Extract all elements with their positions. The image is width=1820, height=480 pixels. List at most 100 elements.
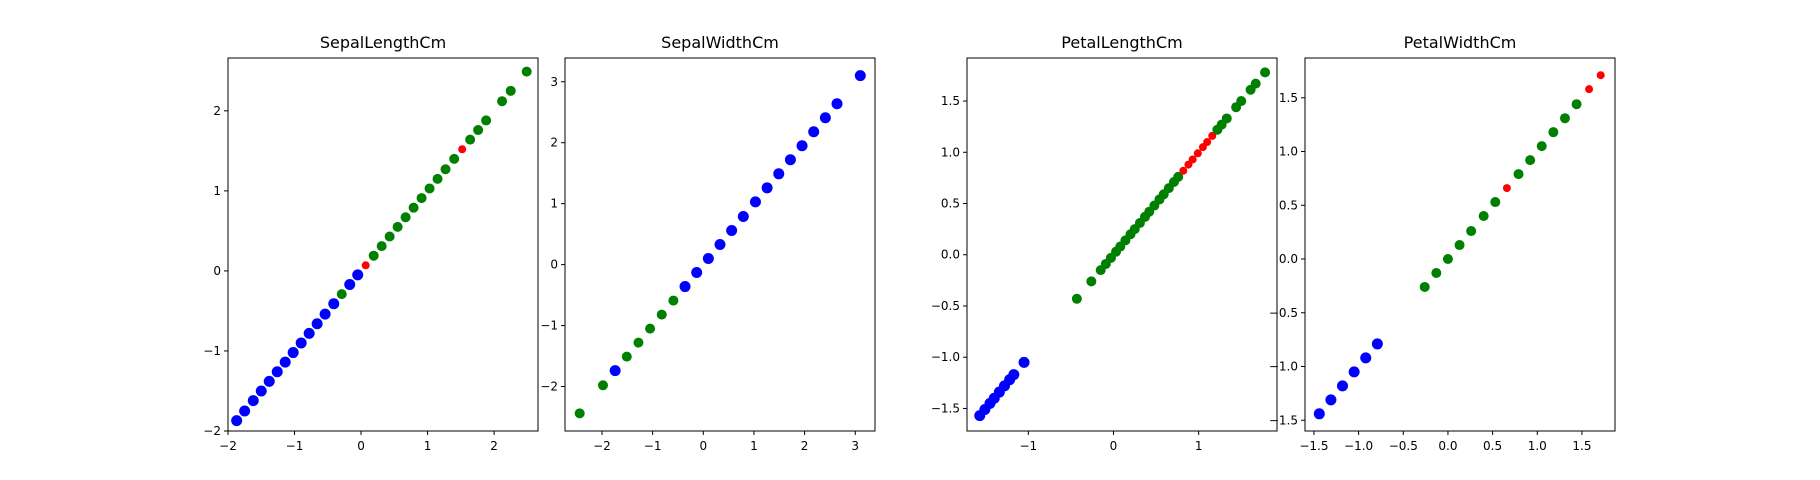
y-tick-label: 0: [550, 258, 558, 272]
y-tick-label: 3: [550, 75, 558, 89]
data-point: [1548, 127, 1559, 138]
data-point: [279, 356, 291, 368]
x-tick-label: −1: [286, 439, 304, 453]
data-point: [1559, 113, 1570, 124]
data-point: [691, 267, 703, 279]
y-tick-label: 0: [213, 264, 221, 278]
data-point: [361, 261, 370, 270]
data-point: [1525, 155, 1536, 166]
data-point: [449, 153, 460, 164]
data-point: [668, 295, 679, 306]
data-point: [319, 308, 331, 320]
data-point: [1086, 276, 1097, 287]
subplot-2: SepalWidthCm −2 −1 0 1 2 3 −2 −1 0 1 2 3: [540, 33, 876, 453]
data-point: [633, 337, 644, 348]
y-tick-label: −1.0: [931, 350, 960, 364]
data-point: [1260, 67, 1271, 78]
x-tick-label: 3: [851, 439, 859, 453]
subplot-title: PetalLengthCm: [1061, 33, 1182, 52]
data-point: [303, 327, 315, 339]
data-point: [1571, 99, 1582, 110]
y-tick-label: −0.5: [1269, 306, 1298, 320]
data-point: [702, 253, 714, 265]
data-point: [263, 375, 275, 387]
subplot-title: SepalLengthCm: [320, 33, 446, 52]
plot-frame: [227, 57, 539, 432]
y-tick-label: −0.5: [931, 299, 960, 313]
data-point: [521, 66, 532, 77]
y-tick-label: −2: [203, 424, 221, 438]
data-point: [352, 269, 364, 281]
data-point: [1478, 211, 1489, 222]
x-tick-label: 1: [750, 439, 758, 453]
x-tick-label: 0.0: [1438, 439, 1457, 453]
data-point: [311, 318, 323, 330]
subplot-title: PetalWidthCm: [1404, 33, 1517, 52]
x-tick-label: −0.5: [1389, 439, 1418, 453]
data-point: [1193, 149, 1202, 158]
data-point: [408, 202, 419, 213]
data-point: [497, 96, 508, 107]
data-point: [247, 395, 259, 407]
data-point: [1008, 369, 1020, 381]
data-point: [231, 415, 243, 427]
y-tick-label: 0.5: [1279, 198, 1298, 212]
y-tick-label: −1: [203, 344, 221, 358]
data-point: [1348, 366, 1360, 378]
subplot-3: PetalLengthCm −1 0 1 −1.5 −1.0 −0.5 0.0 0.5 1.0 1.…: [931, 33, 1278, 453]
y-tick-label: 1.0: [941, 145, 960, 159]
y-tick-label: −1.5: [1269, 413, 1298, 427]
data-point: [726, 224, 738, 236]
data-point: [473, 125, 484, 136]
subplot-4: PetalWidthCm −1.5 −1.0 −0.5 0.0 0.5 1.0 1.5 −1.5…: [1269, 33, 1616, 453]
data-point: [1173, 171, 1184, 182]
data-point: [1337, 380, 1349, 392]
y-tick-label: −1.5: [931, 401, 960, 415]
y-tick-label: −1.0: [1269, 360, 1298, 374]
y-tick-label: 0.5: [941, 197, 960, 211]
data-point: [854, 70, 866, 82]
data-point: [458, 145, 467, 154]
plot-frame: [1304, 57, 1616, 432]
x-tick-label: 0.5: [1483, 439, 1502, 453]
data-point: [328, 298, 340, 310]
data-point: [819, 112, 831, 124]
data-point: [749, 196, 761, 208]
data-point: [336, 289, 347, 300]
data-point: [1371, 338, 1383, 350]
x-tick-label: 2: [490, 439, 498, 453]
x-tick-label: 1.5: [1572, 439, 1591, 453]
subplot-title: SepalWidthCm: [661, 33, 779, 52]
data-point: [392, 221, 403, 232]
x-tick-label: −2: [593, 439, 611, 453]
data-point: [609, 365, 621, 377]
x-tick-label: −1.5: [1299, 439, 1328, 453]
data-point: [1360, 352, 1372, 364]
y-tick-label: 0.0: [1279, 252, 1298, 266]
data-point: [1419, 281, 1430, 292]
data-point: [761, 182, 773, 194]
data-points: [974, 67, 1271, 422]
data-point: [287, 347, 299, 359]
data-point: [1442, 254, 1453, 265]
data-point: [796, 140, 808, 152]
data-point: [424, 183, 435, 194]
data-point: [505, 85, 516, 96]
y-tick-label: 2: [213, 104, 221, 118]
x-tick-label: −1.0: [1344, 439, 1373, 453]
data-point: [1179, 166, 1188, 175]
data-point: [1466, 226, 1477, 237]
y-tick-label: 1.0: [1279, 145, 1298, 159]
data-point: [481, 115, 492, 126]
y-tick-label: 2: [550, 136, 558, 150]
data-point: [597, 380, 608, 391]
data-point: [1325, 394, 1337, 406]
y-tick-label: 1: [550, 197, 558, 211]
x-tick-label: −1: [644, 439, 662, 453]
data-points: [1313, 71, 1605, 420]
data-point: [808, 126, 820, 138]
x-tick-label: −1: [1019, 439, 1037, 453]
data-point: [432, 173, 443, 184]
data-point: [271, 366, 283, 378]
y-tick-label: 0.0: [941, 248, 960, 262]
